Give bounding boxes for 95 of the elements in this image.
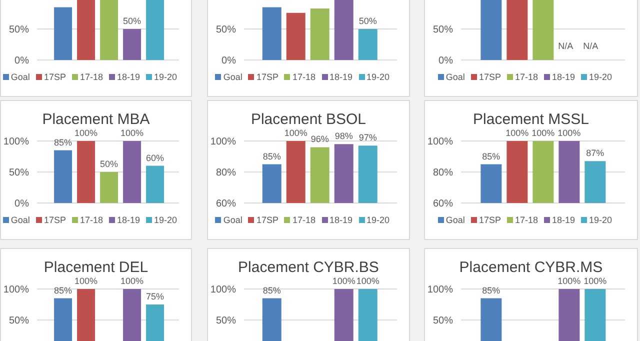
legend-label: 17-18 xyxy=(514,215,538,225)
data-label: 85% xyxy=(54,285,72,296)
data-label: 100% xyxy=(74,276,98,286)
y-tick-label: 50% xyxy=(216,316,236,327)
legend-label: 17SP xyxy=(478,215,501,225)
data-label: 100% xyxy=(74,128,98,138)
y-tick-label: 60% xyxy=(216,198,236,210)
data-label: 75% xyxy=(146,292,164,302)
legend-label: 17-18 xyxy=(291,215,316,225)
y-tick-label: 100% xyxy=(3,136,30,148)
y-tick-label: 0% xyxy=(222,56,236,67)
legend-label: 17SP xyxy=(255,72,278,82)
data-label: 100% xyxy=(558,276,581,286)
data-label: 100% xyxy=(356,276,380,286)
chart-title: Placement CYBR.MS xyxy=(458,259,604,276)
bar xyxy=(146,166,164,203)
data-label: 50% xyxy=(358,16,377,26)
y-tick-label: 100% xyxy=(210,284,236,296)
data-label: 85% xyxy=(482,285,500,296)
legend-label: 18-19 xyxy=(551,215,576,225)
chart-title: Placement BSOL xyxy=(250,111,368,128)
legend-label: 19-20 xyxy=(588,72,612,82)
legend-label: 17SP xyxy=(478,72,501,82)
data-label: 50% xyxy=(100,159,118,169)
data-label: 97% xyxy=(358,132,377,143)
data-label: 85% xyxy=(262,151,281,162)
data-label: 85% xyxy=(482,151,500,162)
data-label: 100% xyxy=(584,276,607,286)
bar xyxy=(358,29,378,60)
y-tick-label: 0% xyxy=(438,56,454,67)
legend-label: 17-18 xyxy=(78,72,103,82)
data-label: 98% xyxy=(334,131,353,142)
y-tick-label: 50% xyxy=(8,24,30,36)
data-label: 96% xyxy=(310,134,329,144)
y-tick-label: 50% xyxy=(8,316,30,327)
y-tick-label: 50% xyxy=(216,24,236,36)
legend-label: 18-19 xyxy=(328,72,353,82)
data-label: 100% xyxy=(506,128,529,138)
legend-label: 19-20 xyxy=(153,215,178,225)
y-tick-label: 100% xyxy=(210,136,236,148)
legend-label: 17SP xyxy=(42,72,66,82)
chart-title: Placement MBA xyxy=(41,111,151,128)
data-label: 100% xyxy=(284,128,308,138)
legend-label: Goal xyxy=(222,72,242,82)
bar xyxy=(100,172,118,203)
legend-label: 17-18 xyxy=(78,215,103,225)
bar xyxy=(286,12,306,60)
data-label: 100% xyxy=(120,128,144,138)
chart-title: Placement DEL xyxy=(42,259,150,276)
data-label: 100% xyxy=(120,276,144,286)
y-tick-label: 0% xyxy=(14,56,30,67)
y-tick-label: 80% xyxy=(432,168,454,179)
y-tick-label: 100% xyxy=(3,284,30,296)
bar xyxy=(77,141,96,203)
legend-label: 18-19 xyxy=(328,215,353,225)
bar xyxy=(54,150,72,203)
bar xyxy=(123,141,142,203)
data-label: 87% xyxy=(586,148,604,158)
data-label: 100% xyxy=(558,128,581,138)
data-label: 60% xyxy=(146,152,164,163)
y-tick-label: 100% xyxy=(427,136,454,148)
chart-title: Placement MSSL xyxy=(472,111,590,128)
y-tick-label: 50% xyxy=(432,316,454,327)
legend-label: 17-18 xyxy=(291,72,316,82)
data-label: 100% xyxy=(532,128,555,138)
legend-label: 18-19 xyxy=(116,215,140,225)
legend-label: Goal xyxy=(444,72,465,82)
bar xyxy=(262,7,282,60)
bar xyxy=(310,8,330,60)
legend-label: Goal xyxy=(10,215,30,225)
legend-label: 19-20 xyxy=(366,215,390,225)
legend-label: Goal xyxy=(444,215,465,225)
legend-label: 17SP xyxy=(255,215,278,225)
legend-label: Goal xyxy=(10,72,30,82)
data-label: 85% xyxy=(54,137,72,148)
legend-label: 17SP xyxy=(42,215,66,225)
text: N/A xyxy=(558,41,574,51)
legend-label: 19-20 xyxy=(153,72,178,82)
data-label: 50% xyxy=(123,16,142,26)
chart-title: Placement CYBR.BS xyxy=(237,259,380,276)
y-tick-label: 100% xyxy=(427,284,454,296)
y-tick-label: 60% xyxy=(432,198,454,210)
legend-label: 19-20 xyxy=(588,215,612,225)
legend-label: 17-18 xyxy=(514,72,538,82)
legend-label: 19-20 xyxy=(366,72,390,82)
text: N/A xyxy=(583,41,598,51)
legend-label: Goal xyxy=(222,215,242,225)
y-tick-label: 80% xyxy=(216,168,236,179)
legend-label: 18-19 xyxy=(551,72,576,82)
y-tick-label: 0% xyxy=(14,198,30,210)
data-label: 100% xyxy=(332,276,356,286)
legend-label: 18-19 xyxy=(116,72,140,82)
y-tick-label: 50% xyxy=(8,168,30,179)
y-tick-label: 50% xyxy=(432,24,454,36)
data-label: 85% xyxy=(262,285,281,296)
